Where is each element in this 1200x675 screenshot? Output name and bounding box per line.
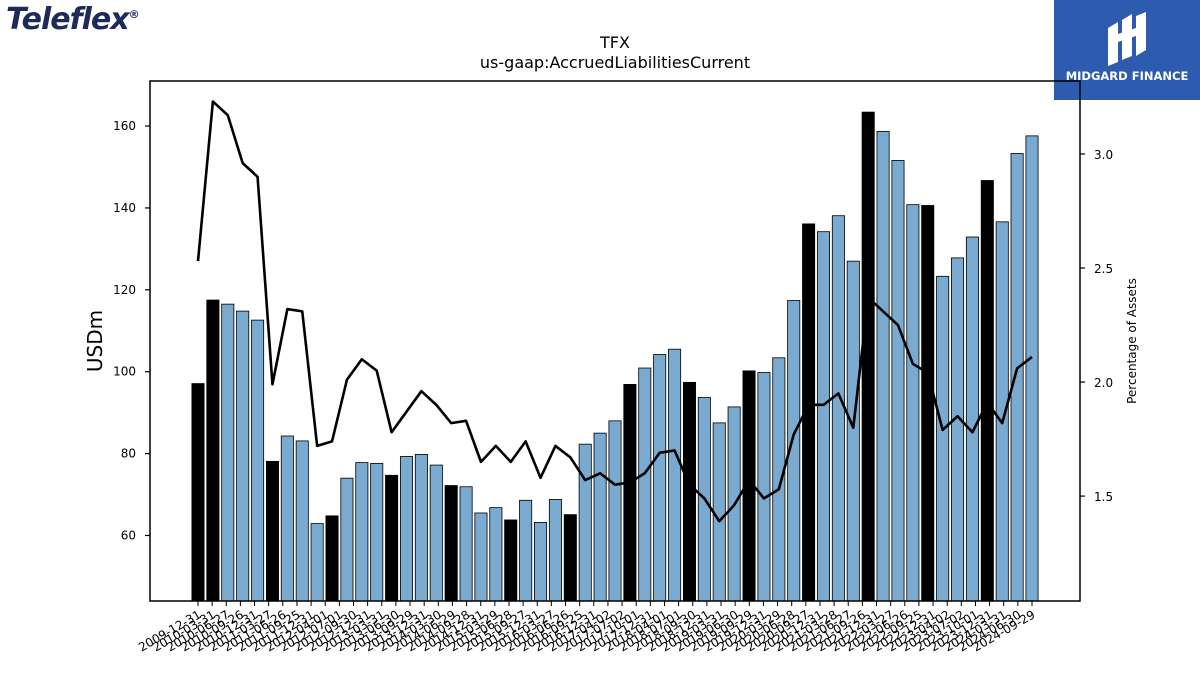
chart-title: TFX	[599, 33, 630, 52]
percentage-line-series	[196, 100, 1033, 523]
bar	[206, 299, 220, 602]
y-axis-right: 1.5 2.0 2.5 3.0	[1080, 148, 1113, 504]
bar	[593, 432, 607, 602]
bar	[399, 456, 414, 602]
bar	[608, 420, 622, 602]
bar	[831, 215, 845, 602]
plot-frame	[149, 80, 1081, 602]
bar	[936, 275, 950, 602]
bar	[876, 130, 890, 602]
bar	[668, 348, 682, 602]
bar	[891, 160, 905, 602]
bar	[474, 512, 488, 602]
bar	[534, 521, 548, 602]
bar	[191, 383, 205, 602]
bar	[816, 231, 831, 602]
bar-series	[191, 111, 1039, 602]
bar	[265, 460, 279, 602]
bar	[385, 474, 399, 602]
bar	[325, 515, 339, 602]
bar	[906, 204, 920, 602]
y-tick-label: 100	[113, 365, 136, 379]
bar	[846, 260, 860, 602]
bar	[429, 464, 443, 602]
bar	[280, 435, 294, 602]
y-tick-label: 60	[121, 528, 136, 542]
teleflex-logo: Teleflex®	[6, 2, 140, 37]
chart-subtitle: us-gaap:AccruedLiabilitiesCurrent	[480, 53, 750, 72]
percentage-line	[196, 100, 1033, 523]
bar	[340, 477, 354, 602]
y-tick-label: 140	[113, 201, 136, 215]
bar	[489, 507, 503, 602]
y2-tick-label: 3.0	[1094, 148, 1113, 162]
bar	[578, 443, 592, 602]
bar	[251, 319, 265, 602]
registered-mark: ®	[128, 8, 140, 21]
bar	[951, 257, 965, 602]
bar	[221, 303, 235, 602]
bar	[519, 499, 533, 602]
bar	[757, 372, 771, 602]
bar	[355, 462, 369, 602]
partner-logo-badge: MIDGARD FINANCE	[1054, 0, 1200, 100]
bar	[563, 514, 577, 602]
bar	[236, 310, 250, 602]
bar	[310, 523, 324, 602]
bar	[712, 422, 726, 602]
bar	[295, 440, 309, 602]
y2-tick-label: 2.0	[1094, 376, 1113, 390]
bar	[548, 499, 562, 602]
y2-tick-label: 2.5	[1094, 262, 1113, 276]
bar	[861, 111, 875, 602]
y-tick-label: 120	[113, 283, 136, 297]
y2-axis-label: Percentage of Assets	[1125, 278, 1139, 404]
midgard-mark-icon	[1108, 12, 1146, 66]
bar	[921, 205, 935, 602]
y-tick-label: 160	[113, 119, 136, 133]
bar	[653, 354, 667, 602]
bar	[772, 357, 786, 602]
y-axis-left: 60 80 100 120 140 160	[113, 119, 150, 542]
brand-name: Teleflex	[6, 2, 130, 37]
bar	[504, 519, 518, 602]
y2-tick-label: 1.5	[1094, 490, 1113, 504]
y-tick-label: 80	[121, 447, 136, 461]
bar	[638, 367, 652, 602]
bar	[623, 383, 637, 602]
bar	[1010, 153, 1024, 602]
bar	[444, 485, 458, 602]
bar	[1025, 135, 1039, 602]
bar	[980, 180, 994, 602]
partner-brand-name: MIDGARD FINANCE	[1065, 69, 1189, 83]
y-axis-label: USDm	[83, 310, 107, 372]
bar	[414, 454, 428, 602]
bar	[682, 381, 696, 602]
bar	[370, 463, 384, 602]
x-axis: 2009-12-312010-03-312010-06-272010-09-26…	[136, 601, 1038, 654]
bar	[459, 486, 473, 602]
bar	[965, 236, 979, 602]
